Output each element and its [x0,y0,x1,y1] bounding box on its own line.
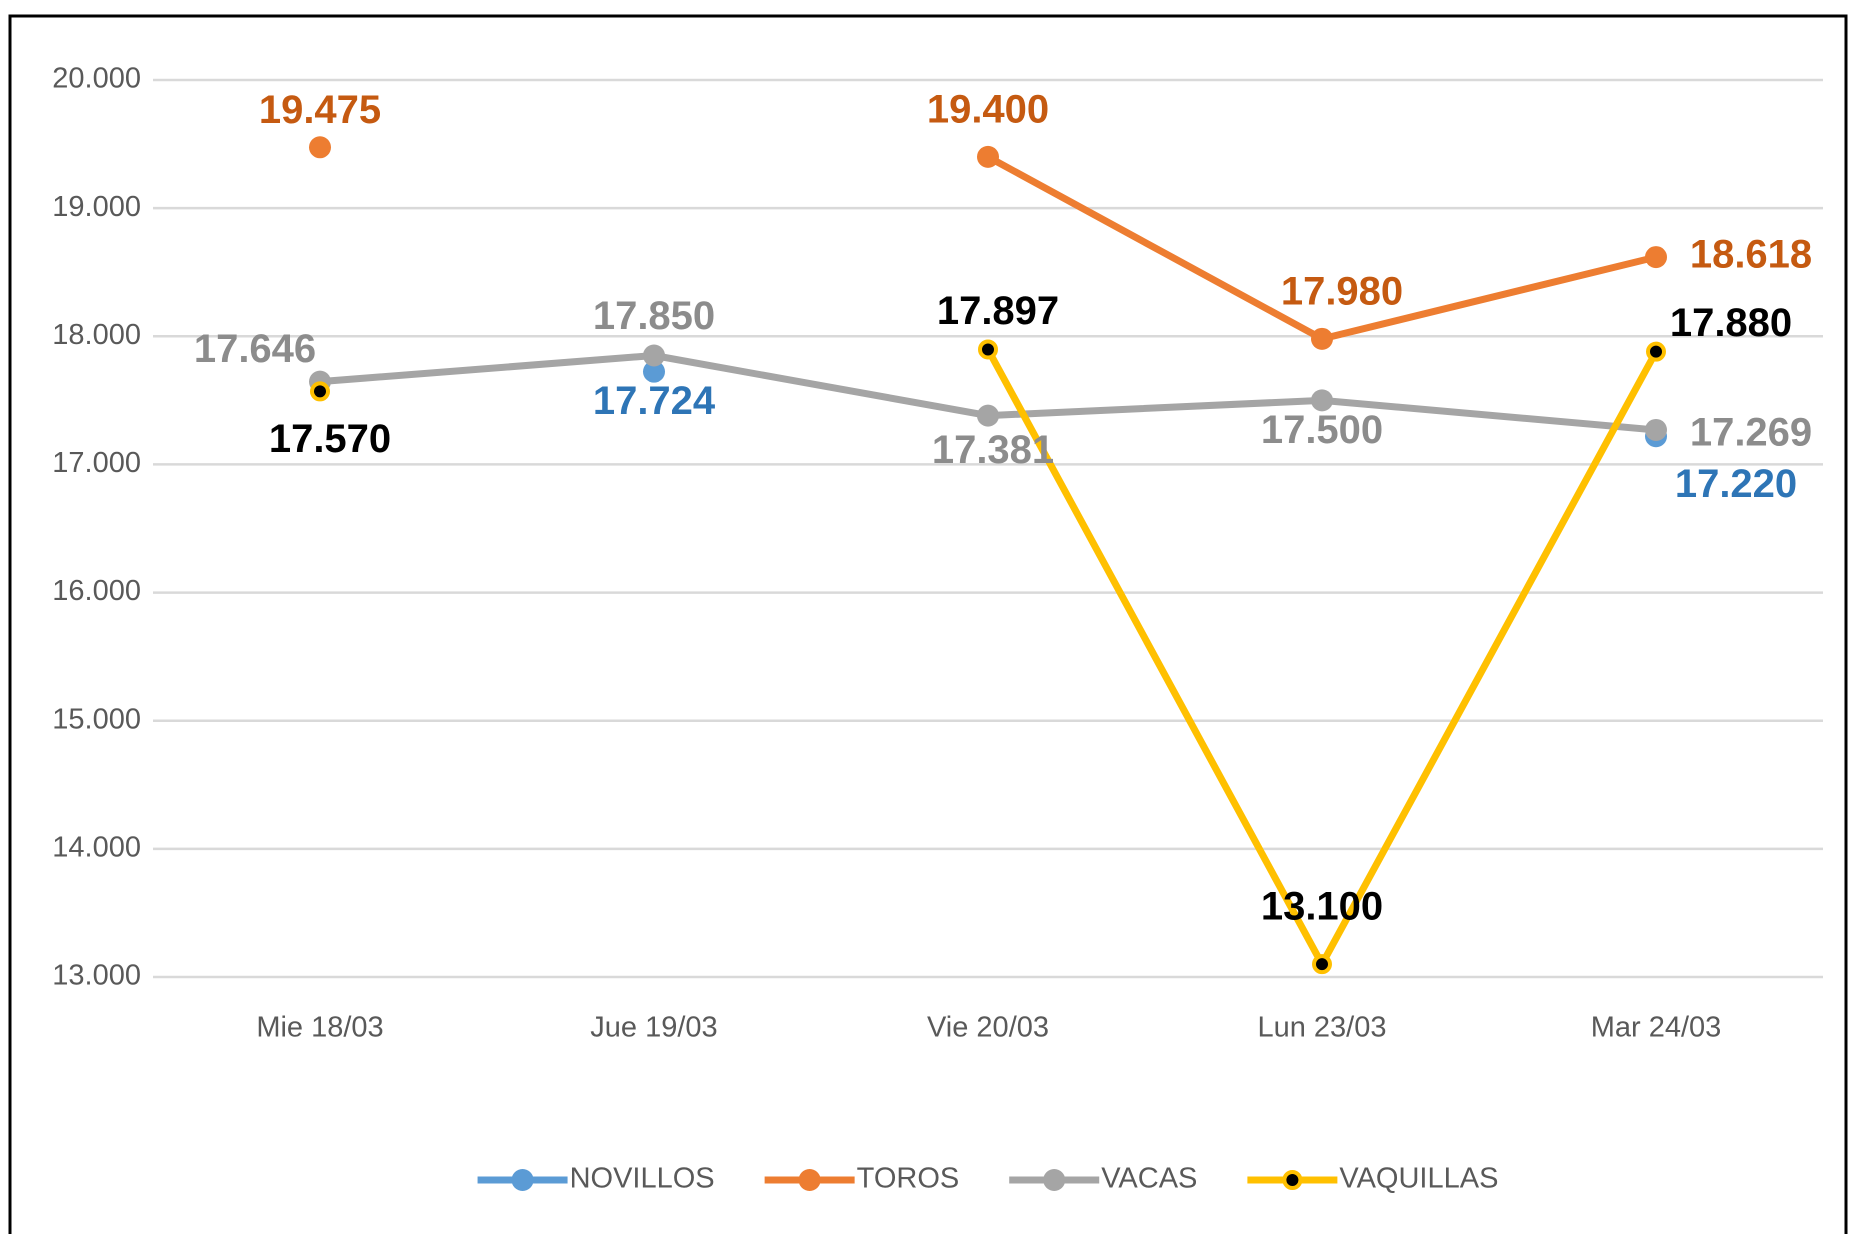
y-tick-label: 20.000 [52,63,141,95]
data-label: 17.220 [1675,462,1797,506]
y-tick-label: 15.000 [52,703,141,735]
legend-marker [1043,1169,1066,1191]
x-tick-label: Jue 19/03 [590,1012,717,1044]
legend-label: NOVILLOS [570,1163,715,1195]
data-label: 17.269 [1690,411,1812,455]
data-label: 17.724 [593,379,716,423]
legend-marker [511,1169,534,1191]
data-label: 19.475 [259,88,381,132]
data-label: 17.880 [1670,301,1792,345]
y-tick-label: 19.000 [52,191,141,223]
x-tick-label: Mie 18/03 [256,1012,383,1044]
x-tick-label: Lun 23/03 [1257,1012,1386,1044]
y-tick-label: 14.000 [52,832,141,864]
point [1645,418,1667,441]
legend-marker [1282,1170,1303,1190]
data-label: 17.381 [932,428,1054,472]
x-tick-label: Mar 24/03 [1591,1012,1722,1044]
legend: NOVILLOS TOROS VACAS VAQUILLAS [477,1163,1498,1195]
y-tick-label: 16.000 [52,575,141,607]
y-tick-label: 17.000 [52,447,141,479]
data-label: 19.400 [927,87,1049,131]
data-label: 17.850 [593,294,715,338]
y-tick-label: 13.000 [52,960,141,992]
point [310,381,330,402]
point [1312,954,1332,975]
legend-label: TOROS [857,1163,960,1195]
data-label: 17.646 [194,327,316,371]
legend-label: VACAS [1101,1163,1197,1195]
point [978,339,998,360]
data-label: 17.570 [269,417,391,461]
point [1311,327,1333,350]
point [643,344,665,367]
point [977,145,999,168]
y-tick-label: 18.000 [52,319,141,351]
data-label: 17.500 [1261,408,1383,452]
point [1645,246,1667,269]
data-label: 18.618 [1690,233,1812,277]
x-tick-label: Vie 20/03 [927,1012,1049,1044]
data-label: 17.980 [1281,269,1403,313]
point [977,404,999,427]
legend-label: VAQUILLAS [1339,1163,1498,1195]
data-label: 13.100 [1261,885,1383,929]
point [1646,341,1666,362]
chart-frame [8,14,1848,1234]
point [643,360,665,383]
legend-marker [798,1169,821,1191]
point [309,136,331,159]
data-label: 17.897 [937,289,1059,333]
point [1311,389,1333,412]
